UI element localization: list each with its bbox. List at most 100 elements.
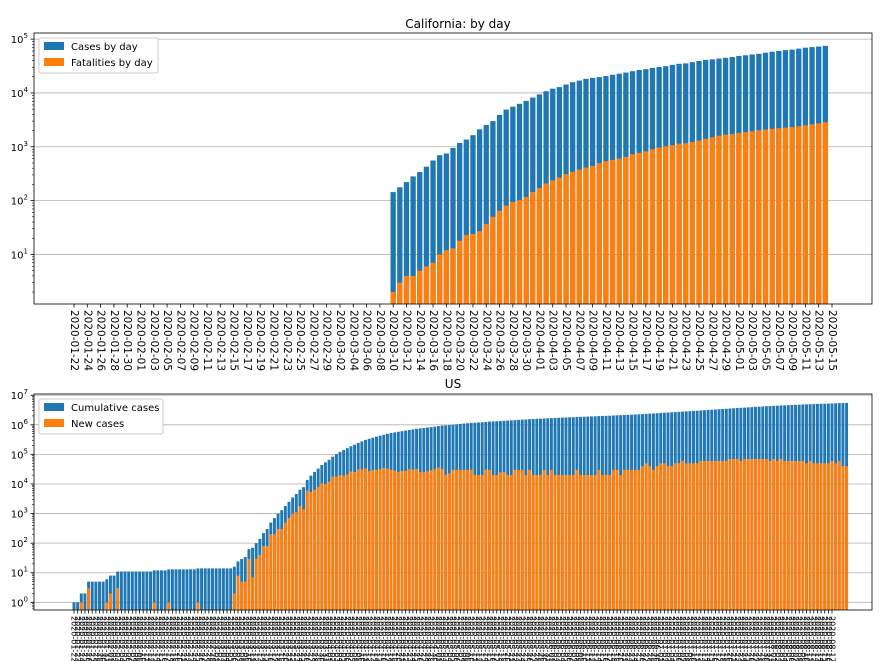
x-tick-label: 2020-03-24 — [295, 616, 304, 661]
bar-secondary — [455, 469, 459, 610]
x-tick-label: 2020-07-05 — [671, 616, 680, 661]
bar-secondary — [553, 475, 557, 610]
bar-secondary — [623, 156, 629, 304]
x-tick-label: 2020-01-22 — [70, 616, 79, 661]
bar-secondary — [841, 466, 845, 610]
x-tick-label: 2020-06-14 — [594, 616, 603, 661]
bar-secondary — [749, 131, 755, 304]
x-tick-label: 2020-01-24 — [77, 616, 86, 661]
x-tick-label: 2020-05-10 — [467, 616, 476, 661]
x-tick-label: 2020-02-17 — [241, 310, 253, 371]
bar-secondary — [644, 463, 648, 610]
x-tick-label: 2020-05-22 — [510, 616, 519, 661]
bar-secondary — [506, 475, 510, 610]
bar-secondary — [830, 460, 834, 610]
x-tick-label: 2020-02-17 — [164, 616, 173, 661]
x-tick-label: 2020-07-06 — [674, 616, 683, 661]
x-tick-label: 2020-05-07 — [456, 616, 465, 661]
x-tick-label: 2020-05-14 — [481, 616, 490, 661]
bar-secondary — [437, 254, 443, 304]
x-tick-label: 2020-08-11 — [806, 616, 815, 661]
bar-secondary — [470, 233, 476, 304]
bar-secondary — [116, 588, 120, 610]
x-tick-label: 2020-04-03 — [332, 616, 341, 661]
bar-secondary — [845, 466, 849, 610]
x-tick-label: 2020-02-02 — [110, 616, 119, 661]
x-tick-label: 2020-05-05 — [449, 616, 458, 661]
bar-secondary — [837, 460, 841, 610]
bar-secondary — [713, 460, 717, 610]
x-tick-label: 2020-04-05 — [339, 616, 348, 661]
bar-secondary — [600, 475, 604, 610]
bar-secondary — [556, 177, 563, 304]
bar-secondary — [316, 487, 320, 610]
bar-secondary — [542, 469, 546, 610]
bar-secondary — [382, 467, 386, 610]
bar-secondary — [651, 469, 655, 610]
bar-primary — [105, 579, 109, 610]
bar-secondary — [495, 475, 499, 610]
bar-secondary — [822, 122, 829, 304]
bar-secondary — [517, 469, 521, 610]
x-tick-label: 2020-02-19 — [172, 616, 181, 661]
x-tick-label: 2020-03-14 — [259, 616, 268, 661]
bar-secondary — [498, 472, 502, 610]
x-tick-label: 2020-03-12 — [400, 310, 412, 371]
x-tick-label: 2020-04-17 — [383, 616, 392, 661]
bar-primary — [417, 172, 423, 304]
bar-secondary — [637, 469, 641, 610]
bar-secondary — [397, 282, 403, 304]
x-tick-label: 2020-04-02 — [328, 616, 337, 661]
x-tick-label: 2020-02-13 — [214, 310, 226, 371]
x-tick-label: 2020-03-24 — [480, 310, 492, 371]
x-tick-label: 2020-05-08 — [459, 616, 468, 661]
x-tick-label: 2020-06-24 — [631, 616, 640, 661]
bar-secondary — [659, 463, 663, 610]
x-tick-label: 2020-07-02 — [660, 616, 669, 661]
bar-primary — [163, 570, 167, 610]
bar-secondary — [802, 125, 809, 304]
x-tick-label: 2020-08-14 — [817, 616, 826, 661]
bar-secondary — [360, 469, 364, 610]
x-tick-label: 2020-07-26 — [747, 616, 756, 661]
legend-label-fatalities: Fatalities by day — [71, 58, 153, 69]
bar-primary — [483, 125, 489, 304]
x-tick-label: 2020-07-09 — [685, 616, 694, 661]
x-tick-label: 2020-03-02 — [334, 310, 346, 371]
bar-secondary — [378, 469, 382, 610]
bar-primary — [397, 187, 403, 304]
bar-secondary — [496, 210, 503, 304]
x-tick-label: 2020-02-15 — [157, 616, 166, 661]
y-tick-label: 105 — [11, 447, 28, 461]
x-tick-label: 2020-07-03 — [664, 616, 673, 661]
bar-secondary — [240, 581, 244, 610]
bar-secondary — [283, 522, 287, 610]
bar-secondary — [677, 463, 681, 610]
x-tick-label: 2020-02-03 — [148, 310, 160, 371]
bar-secondary — [422, 472, 426, 610]
bar-secondary — [728, 458, 732, 610]
x-tick-label: 2020-05-25 — [521, 616, 530, 661]
bar-primary — [211, 568, 214, 610]
bar-secondary — [345, 474, 349, 610]
x-tick-label: 2020-07-25 — [744, 616, 753, 661]
bar-primary — [76, 602, 80, 610]
bar-secondary — [390, 292, 396, 304]
x-tick-label: 2020-07-01 — [656, 616, 665, 661]
x-tick-label: 2020-05-12 — [474, 616, 483, 661]
bar-secondary — [523, 196, 529, 304]
bar-secondary — [546, 475, 550, 610]
bar-secondary — [706, 460, 710, 610]
x-tick-label: 2020-07-08 — [682, 616, 691, 661]
x-tick-label: 2020-07-28 — [755, 616, 764, 661]
x-tick-label: 2020-05-13 — [813, 310, 825, 371]
bar-secondary — [254, 558, 258, 610]
bar-secondary — [451, 469, 455, 610]
bar-secondary — [633, 469, 637, 610]
bar-secondary — [243, 581, 247, 610]
x-tick-label: 2020-03-11 — [248, 616, 257, 661]
x-tick-label: 2020-02-12 — [146, 616, 155, 661]
x-tick-label: 2020-04-27 — [706, 310, 718, 371]
x-tick-label: 2020-06-27 — [642, 616, 651, 661]
bar-secondary — [167, 602, 171, 610]
